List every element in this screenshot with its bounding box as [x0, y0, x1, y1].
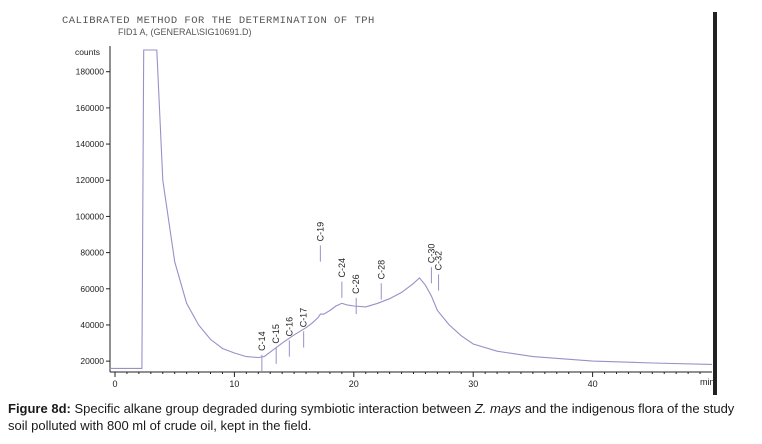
chromatogram-chart: CALIBRATED METHOD FOR THE DETERMINATION …: [62, 12, 717, 395]
peak-label: C-24: [337, 258, 347, 278]
peak-label: C-26: [351, 274, 361, 294]
y-tick-label: 80000: [80, 248, 104, 258]
figure-caption: Figure 8d: Specific alkane group degrade…: [8, 400, 756, 434]
peak-label: C-16: [284, 317, 294, 337]
caption-label: Figure 8d:: [8, 401, 71, 416]
y-ticks: 20000 40000 60000 80000 100000 120000 140000 16…: [76, 67, 110, 366]
peak-label: C-28: [376, 260, 386, 280]
caption-text-after: and the indigenous flora of the study so…: [8, 401, 735, 433]
chart-header: CALIBRATED METHOD FOR THE DETERMINATION …: [62, 15, 375, 27]
peak-label: C-32: [434, 251, 444, 271]
chromatogram-trace: [109, 49, 713, 369]
right-frame-bar: [713, 12, 717, 395]
y-tick-label: 40000: [80, 320, 104, 330]
x-tick-label: 40: [588, 379, 598, 389]
x-tick-label: 20: [349, 379, 359, 389]
x-ticks: 0 10 20 30 40: [112, 372, 701, 389]
y-tick-label: 60000: [80, 284, 104, 294]
x-tick-label: 10: [229, 379, 239, 389]
peak-label: C-17: [299, 308, 309, 328]
x-tick-label: 0: [112, 379, 117, 389]
peak-labels: C-14 C-15 C-16 C-17 C-19 C-24 C-26 C-28 C-30C-32: [257, 222, 444, 372]
chart-subheader: FID1 A, (GENERAL\SIG10691.D): [118, 27, 252, 37]
peak-label: C-14: [257, 331, 267, 351]
caption-species: Z. mays: [474, 401, 522, 416]
x-axis-label: min: [700, 377, 715, 387]
y-axis-label: counts: [75, 47, 100, 57]
y-tick-label: 120000: [76, 175, 105, 185]
series-group: [109, 49, 713, 369]
x-tick-label: 30: [468, 379, 478, 389]
y-tick-label: 100000: [76, 211, 105, 221]
y-tick-label: 180000: [76, 67, 105, 77]
peak-label: C-19: [315, 222, 325, 242]
caption-text-before: Specific alkane group degraded during sy…: [74, 401, 472, 416]
y-tick-label: 160000: [76, 103, 105, 113]
axes: [109, 46, 712, 373]
peak-label: C-15: [271, 324, 281, 344]
peak-label: C-30: [426, 244, 436, 264]
y-tick-label: 20000: [80, 356, 104, 366]
y-tick-label: 140000: [76, 139, 105, 149]
